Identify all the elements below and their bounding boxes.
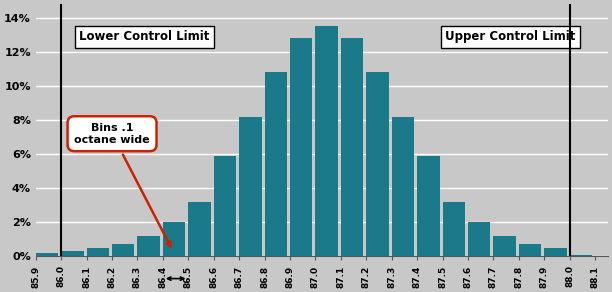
Bar	[468, 222, 490, 256]
Bar	[290, 38, 312, 256]
Bar	[367, 72, 389, 256]
Bar	[392, 117, 414, 256]
Bar	[544, 248, 567, 256]
Bar	[61, 251, 84, 256]
Bar	[214, 156, 236, 256]
Bar	[341, 38, 364, 256]
Bar	[417, 156, 439, 256]
Bar	[315, 26, 338, 256]
Bar	[264, 72, 287, 256]
Bar	[35, 253, 58, 256]
Bar	[442, 202, 465, 256]
Bar	[87, 248, 109, 256]
Text: Bins .1
octane wide: Bins .1 octane wide	[74, 123, 171, 246]
Bar	[163, 222, 185, 256]
Bar	[112, 244, 135, 256]
Text: Lower Control Limit: Lower Control Limit	[80, 30, 210, 44]
Bar	[239, 117, 261, 256]
Text: Upper Control Limit: Upper Control Limit	[446, 30, 576, 44]
Bar	[493, 236, 516, 256]
Bar	[138, 236, 160, 256]
Bar	[570, 255, 592, 256]
Bar	[519, 244, 541, 256]
Bar	[188, 202, 211, 256]
